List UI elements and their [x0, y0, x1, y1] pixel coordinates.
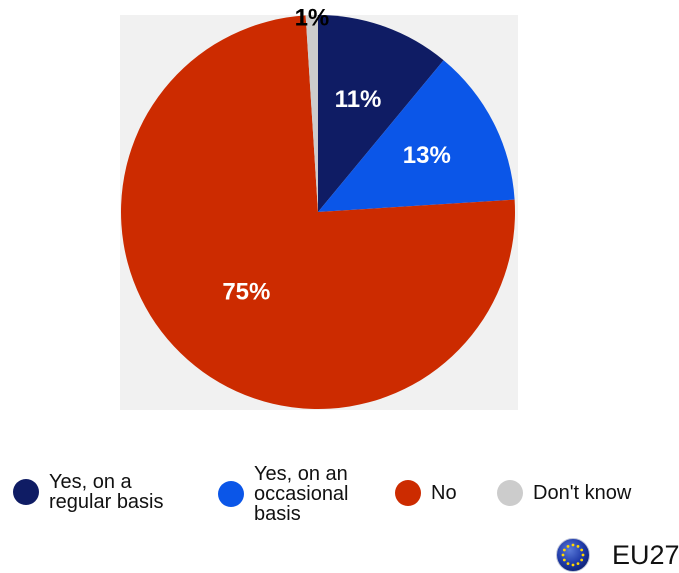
- legend-label: Don't know: [533, 482, 632, 504]
- eu-flag-icon: [556, 538, 590, 572]
- slice-label-no: 75%: [222, 279, 270, 306]
- flag-star: [581, 553, 585, 557]
- region-label: EU27: [612, 539, 679, 570]
- legend-label: No: [431, 482, 457, 504]
- flag-star: [580, 558, 584, 562]
- slice-label-yes-occasional: 13%: [403, 142, 451, 169]
- slice-label-dont-know: 1%: [295, 4, 330, 31]
- legend-swatch: [13, 479, 39, 505]
- legend-swatch: [497, 480, 523, 506]
- flag-star: [561, 553, 565, 557]
- flag-star: [571, 563, 575, 567]
- legend-swatch: [218, 481, 244, 507]
- legend-item-yes-occasional: Yes, on an occasional basis: [218, 464, 349, 524]
- flag-star: [576, 544, 580, 548]
- pie-slice-yes-regular: [318, 15, 444, 212]
- flag-star: [566, 562, 570, 566]
- pie-chart-svg: 11% 13% 75% 1%: [120, 4, 518, 410]
- flag-star: [562, 558, 566, 562]
- pie-slice-dont-know: [305, 15, 318, 212]
- region-badge: EU27: [556, 538, 679, 572]
- pie-slice-yes-occasional: [318, 60, 515, 212]
- flag-star: [576, 562, 580, 566]
- pie-slices: [120, 15, 515, 409]
- legend-item-no: No: [395, 480, 457, 506]
- legend-label: Yes, on a regular basis: [49, 471, 164, 513]
- pie-slice-no: [120, 15, 515, 409]
- legend: Yes, on a regular basis Yes, on an occas…: [0, 438, 679, 538]
- flag-star: [571, 543, 575, 547]
- legend-swatch: [395, 480, 421, 506]
- legend-label: Yes, on an occasional basis: [254, 463, 349, 525]
- slice-label-yes-regular: 11%: [335, 86, 382, 113]
- legend-item-dont-know: Don't know: [497, 480, 631, 506]
- flag-star: [566, 544, 570, 548]
- flag-star: [562, 548, 566, 552]
- flag-star: [580, 548, 584, 552]
- pie-chart: 11% 13% 75% 1%: [120, 4, 518, 410]
- legend-item-yes-regular: Yes, on a regular basis: [13, 472, 164, 512]
- pie-slice-labels: 11% 13% 75% 1%: [222, 4, 451, 305]
